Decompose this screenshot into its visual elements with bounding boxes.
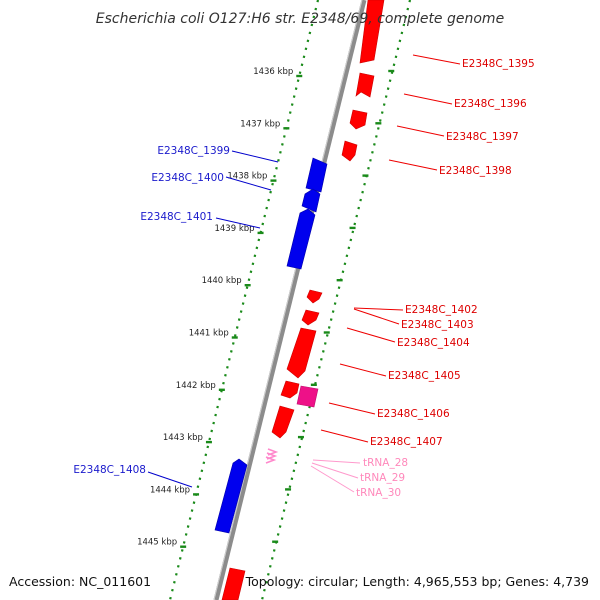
trna-label-30[interactable]: tRNA_30 <box>356 487 401 499</box>
ruler-track-inner <box>260 0 412 600</box>
ruler-label: 1437 kbp <box>240 119 280 129</box>
gene-shape-e2348c-1407[interactable] <box>271 405 295 439</box>
gene-shape-e2348c-1400[interactable] <box>301 188 321 213</box>
accession-text: Accession: NC_011601 <box>9 574 151 589</box>
gene-label-e2348c-1401[interactable]: E2348C_1401 <box>140 211 213 223</box>
gene-label-e2348c-1397[interactable]: E2348C_1397 <box>446 131 519 143</box>
trna-labels: tRNA_28 tRNA_29 tRNA_30 <box>356 457 408 499</box>
trna-label-29[interactable]: tRNA_29 <box>360 472 405 484</box>
genome-backbone <box>213 0 367 600</box>
ruler-label: 1443 kbp <box>163 433 203 443</box>
forward-gene-labels: E2348C_1395 E2348C_1396 E2348C_1397 E234… <box>370 58 535 448</box>
gene-label-e2348c-1406[interactable]: E2348C_1406 <box>377 408 450 420</box>
gene-shape-e2348c-1403[interactable] <box>301 309 320 326</box>
trna-label-28[interactable]: tRNA_28 <box>363 457 408 469</box>
trna-shape-30[interactable] <box>265 456 277 464</box>
gene-shape-e2348c-1404[interactable] <box>286 327 317 379</box>
forward-genes <box>221 0 385 600</box>
gene-shape-e2348c-1408[interactable] <box>214 458 248 534</box>
gene-label-e2348c-1404[interactable]: E2348C_1404 <box>397 337 470 349</box>
ruler-label: 1438 kbp <box>227 172 267 182</box>
ruler-label: 1439 kbp <box>214 224 254 234</box>
gene-shape-e2348c-1409[interactable] <box>221 567 246 600</box>
gene-shape-e2348c-1399[interactable] <box>305 157 328 193</box>
ruler-track-outer <box>168 0 320 600</box>
ruler-labels: 1436 kbp 1437 kbp 1438 kbp 1439 kbp 1440 kbp… <box>137 67 293 548</box>
gene-label-e2348c-1400[interactable]: E2348C_1400 <box>151 172 224 184</box>
forward-gene-leaders <box>320 54 461 443</box>
gene-shape-e2348c-1395[interactable] <box>359 0 385 64</box>
gene-label-e2348c-1396[interactable]: E2348C_1396 <box>454 98 527 110</box>
gene-label-e2348c-1405[interactable]: E2348C_1405 <box>388 370 461 382</box>
gene-shape-e2348c-1397[interactable] <box>349 109 368 130</box>
reverse-gene-labels: E2348C_1399 E2348C_1400 E2348C_1401 E234… <box>73 145 230 476</box>
gene-shape-e2348c-1396[interactable] <box>355 72 375 98</box>
gene-shape-e2348c-1402[interactable] <box>306 289 323 304</box>
trna-features <box>265 448 279 464</box>
reverse-genes <box>214 157 328 534</box>
feature-shape-e2348c-1406[interactable] <box>296 385 319 408</box>
genome-summary-text: Topology: circular; Length: 4,965,553 bp… <box>245 574 589 589</box>
trna-leaders <box>310 459 361 493</box>
genome-backbone-highlight <box>213 0 363 600</box>
gene-shape-e2348c-1398[interactable] <box>341 140 358 162</box>
ruler-label: 1445 kbp <box>137 538 177 548</box>
ruler-label: 1441 kbp <box>189 329 229 339</box>
gene-label-e2348c-1402[interactable]: E2348C_1402 <box>405 304 478 316</box>
gene-shape-e2348c-1405[interactable] <box>280 380 300 399</box>
gene-label-e2348c-1407[interactable]: E2348C_1407 <box>370 436 443 448</box>
ruler-ticks <box>180 69 395 548</box>
ruler-label: 1442 kbp <box>176 381 216 391</box>
gene-label-e2348c-1395[interactable]: E2348C_1395 <box>462 58 535 70</box>
gene-label-e2348c-1403[interactable]: E2348C_1403 <box>401 319 474 331</box>
gene-label-e2348c-1398[interactable]: E2348C_1398 <box>439 165 512 177</box>
ruler-label: 1436 kbp <box>253 67 293 77</box>
map-title: Escherichia coli O127:H6 str. E2348/69, … <box>96 11 504 27</box>
ruler-label: 1440 kbp <box>202 276 242 286</box>
gene-shape-e2348c-1401[interactable] <box>286 208 316 270</box>
ruler-label: 1444 kbp <box>150 485 190 495</box>
gene-label-e2348c-1408[interactable]: E2348C_1408 <box>73 464 146 476</box>
reverse-gene-leaders <box>147 150 279 488</box>
gene-label-e2348c-1399[interactable]: E2348C_1399 <box>157 145 230 157</box>
